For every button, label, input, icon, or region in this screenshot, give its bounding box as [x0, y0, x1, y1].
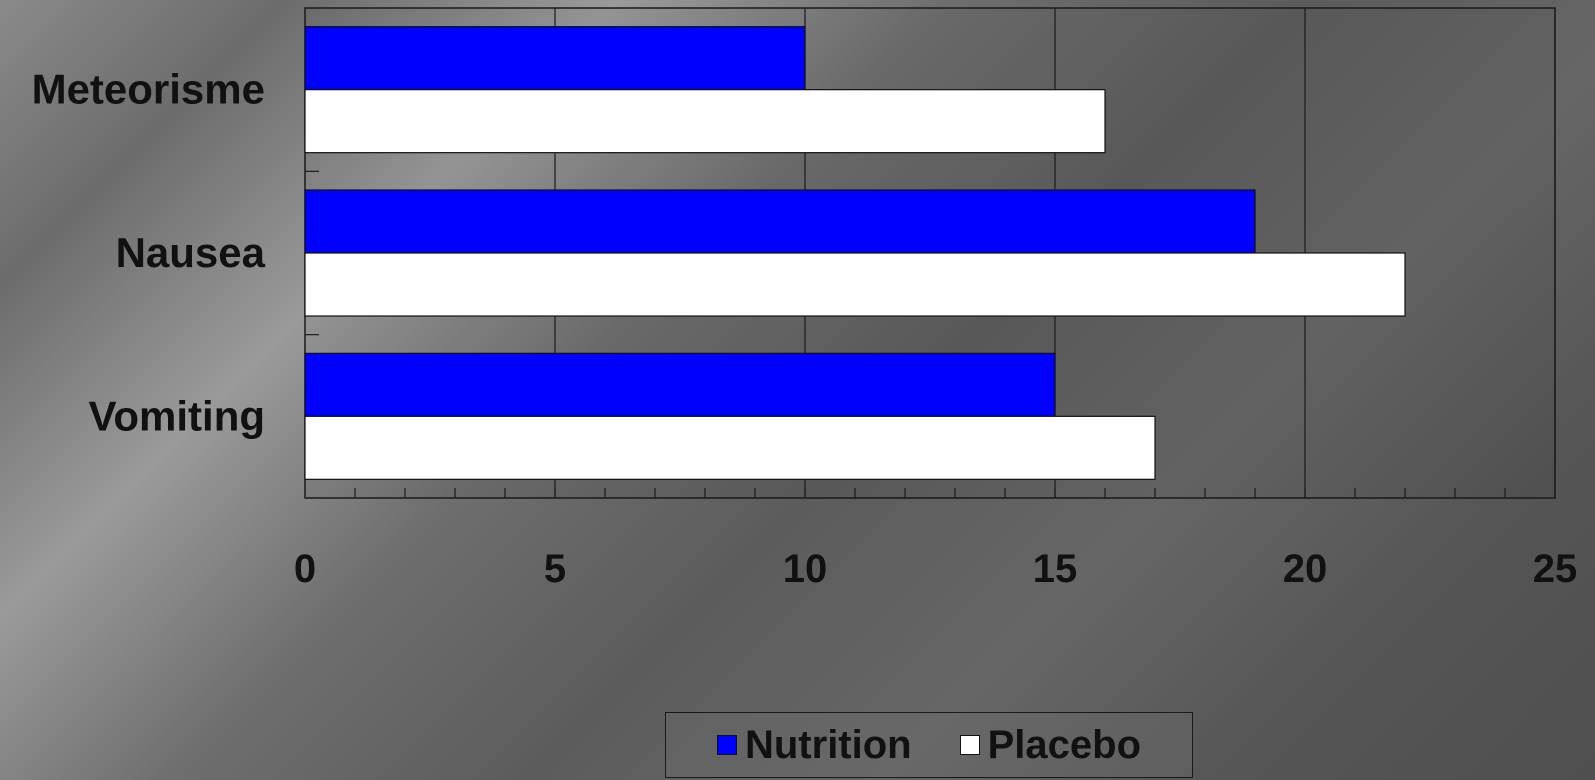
x-tick-label-0: 0	[294, 547, 316, 591]
y-tick-label-vomiting: Vomiting	[88, 392, 265, 439]
bar-nutrition-vomiting	[304, 352, 1056, 417]
legend-label-placebo: Placebo	[987, 722, 1142, 767]
bar-placebo-meteorisme	[304, 89, 1106, 154]
x-tick-label-15: 15	[1033, 547, 1078, 591]
legend-label-nutrition: Nutrition	[744, 722, 912, 767]
bar-chart-svg: Meteorisme Nausea Vomiting 0 5 10 15 20 25	[32, 7, 1578, 591]
legend-item-placebo: Placebo	[959, 722, 1142, 768]
legend-swatch-nutrition	[716, 735, 737, 755]
x-tick-label-20: 20	[1283, 547, 1328, 591]
y-tick-label-nausea: Nausea	[116, 229, 266, 276]
x-tick-label-10: 10	[783, 547, 828, 591]
bar-nutrition-nausea	[304, 189, 1256, 254]
x-tick-label-25: 25	[1533, 547, 1578, 591]
bar-placebo-nausea	[304, 252, 1406, 317]
legend-item-nutrition: Nutrition	[716, 722, 912, 768]
y-tick-label-meteorisme: Meteorisme	[32, 66, 265, 113]
x-tick-label-5: 5	[544, 547, 566, 591]
bar-placebo-vomiting	[304, 415, 1156, 480]
legend: Nutrition Placebo	[665, 712, 1193, 778]
bar-nutrition-meteorisme	[304, 26, 806, 91]
legend-swatch-placebo	[959, 735, 980, 755]
